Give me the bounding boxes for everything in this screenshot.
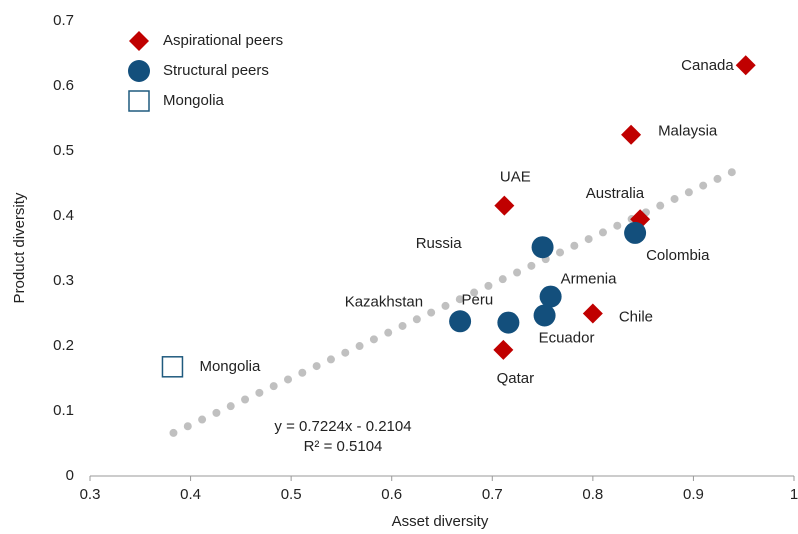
x-tick-label: 0.6 bbox=[381, 486, 402, 503]
y-tick-label: 0.7 bbox=[53, 12, 74, 29]
x-tick-label: 0.4 bbox=[180, 486, 201, 503]
point-label: Russia bbox=[416, 235, 463, 252]
point bbox=[161, 356, 184, 378]
legend-marker bbox=[128, 90, 150, 112]
point bbox=[624, 221, 647, 244]
y-tick-label: 0.4 bbox=[53, 207, 74, 224]
point bbox=[582, 303, 603, 324]
point-label: Colombia bbox=[646, 247, 710, 264]
point bbox=[494, 195, 515, 216]
y-tick-label: 0.6 bbox=[53, 77, 74, 94]
point-label: Australia bbox=[586, 185, 645, 202]
point-label: UAE bbox=[500, 169, 531, 186]
legend-label: Structural peers bbox=[163, 62, 269, 79]
point bbox=[497, 311, 520, 334]
trendline bbox=[169, 165, 743, 437]
x-tick-label: 0.7 bbox=[482, 486, 503, 503]
point-label: Peru bbox=[462, 292, 494, 309]
point bbox=[533, 304, 556, 327]
y-axis-label: Product diversity bbox=[11, 192, 28, 303]
point-label: Chile bbox=[619, 308, 653, 325]
legend-label: Mongolia bbox=[163, 92, 225, 109]
x-tick-label: 1 bbox=[790, 486, 798, 503]
point-label: Kazakhstan bbox=[345, 293, 423, 310]
point-label: Ecuador bbox=[539, 329, 595, 346]
point-label: Qatar bbox=[497, 370, 535, 387]
point bbox=[735, 55, 756, 76]
y-tick-label: 0 bbox=[66, 467, 74, 484]
x-tick-label: 0.8 bbox=[582, 486, 603, 503]
x-tick-label: 0.9 bbox=[683, 486, 704, 503]
point-label: Malaysia bbox=[658, 123, 718, 140]
y-tick-label: 0.2 bbox=[53, 337, 74, 354]
point bbox=[531, 236, 554, 259]
legend-marker bbox=[128, 60, 150, 82]
point bbox=[621, 124, 642, 145]
point-label: Canada bbox=[681, 57, 734, 74]
y-tick-label: 0.1 bbox=[53, 402, 74, 419]
trendline-equation: y = 0.7224x - 0.2104 bbox=[274, 418, 411, 435]
point bbox=[539, 285, 562, 308]
y-tick-label: 0.3 bbox=[53, 272, 74, 289]
x-tick-label: 0.5 bbox=[281, 486, 302, 503]
point-label: Mongolia bbox=[199, 358, 261, 375]
x-tick-label: 0.3 bbox=[80, 486, 101, 503]
trendline-r2: R² = 0.5104 bbox=[304, 438, 383, 455]
y-tick-label: 0.5 bbox=[53, 142, 74, 159]
legend-marker bbox=[129, 31, 149, 51]
point bbox=[449, 310, 472, 333]
x-axis-label: Asset diversity bbox=[392, 513, 489, 530]
point bbox=[493, 339, 514, 360]
point-label: Armenia bbox=[561, 271, 618, 288]
legend-label: Aspirational peers bbox=[163, 32, 283, 49]
